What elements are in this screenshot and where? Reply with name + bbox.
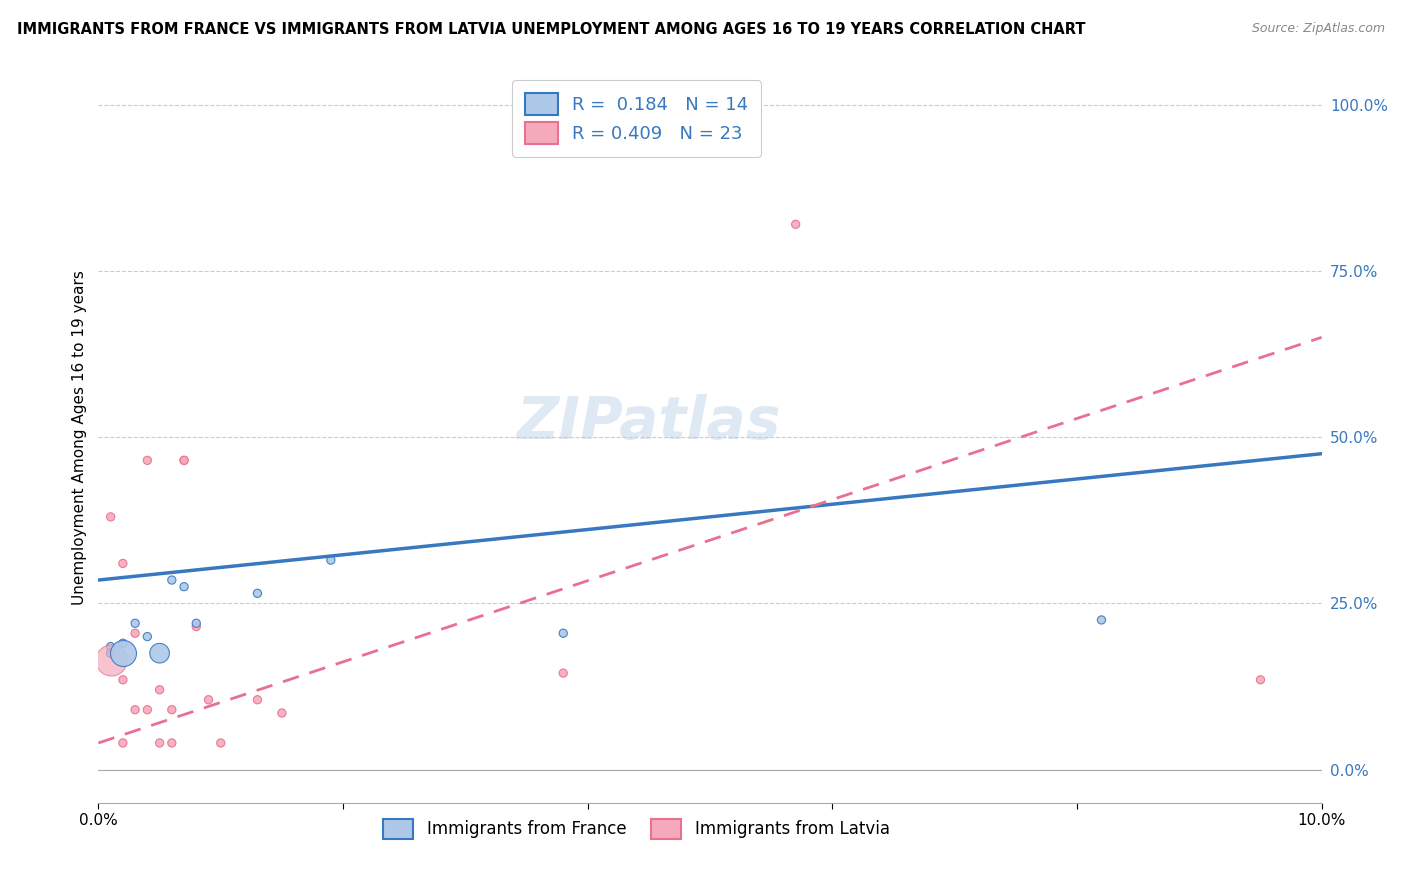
Point: [173, 580, 195, 594]
Point: [100, 646, 122, 660]
Point: [136, 453, 159, 467]
Point: [553, 104, 575, 119]
Text: ZIPatlas: ZIPatlas: [516, 394, 782, 451]
Point: [124, 703, 146, 717]
Point: [100, 640, 122, 654]
Point: [100, 646, 122, 660]
Point: [173, 453, 195, 467]
Point: [246, 586, 269, 600]
Y-axis label: Unemployment Among Ages 16 to 19 years: Unemployment Among Ages 16 to 19 years: [72, 269, 87, 605]
Point: [136, 703, 159, 717]
Point: [160, 703, 183, 717]
Point: [136, 630, 159, 644]
Point: [111, 736, 134, 750]
Point: [186, 616, 208, 631]
Text: IMMIGRANTS FROM FRANCE VS IMMIGRANTS FROM LATVIA UNEMPLOYMENT AMONG AGES 16 TO 1: IMMIGRANTS FROM FRANCE VS IMMIGRANTS FRO…: [17, 22, 1085, 37]
Point: [186, 619, 208, 633]
Point: [553, 626, 575, 640]
Point: [111, 557, 134, 571]
Legend: Immigrants from France, Immigrants from Latvia: Immigrants from France, Immigrants from …: [377, 812, 897, 846]
Point: [100, 509, 122, 524]
Point: [149, 736, 172, 750]
Point: [160, 736, 183, 750]
Point: [111, 646, 134, 660]
Point: [785, 217, 807, 231]
Point: [1090, 613, 1112, 627]
Point: [111, 673, 134, 687]
Point: [124, 626, 146, 640]
Point: [149, 682, 172, 697]
Point: [100, 653, 122, 667]
Point: [160, 573, 183, 587]
Point: [197, 692, 219, 706]
Point: [246, 692, 269, 706]
Point: [319, 553, 342, 567]
Point: [173, 453, 195, 467]
Point: [124, 616, 146, 631]
Point: [149, 646, 172, 660]
Point: [553, 666, 575, 681]
Point: [209, 736, 232, 750]
Point: [111, 636, 134, 650]
Text: Source: ZipAtlas.com: Source: ZipAtlas.com: [1251, 22, 1385, 36]
Point: [1249, 673, 1271, 687]
Point: [270, 706, 292, 720]
